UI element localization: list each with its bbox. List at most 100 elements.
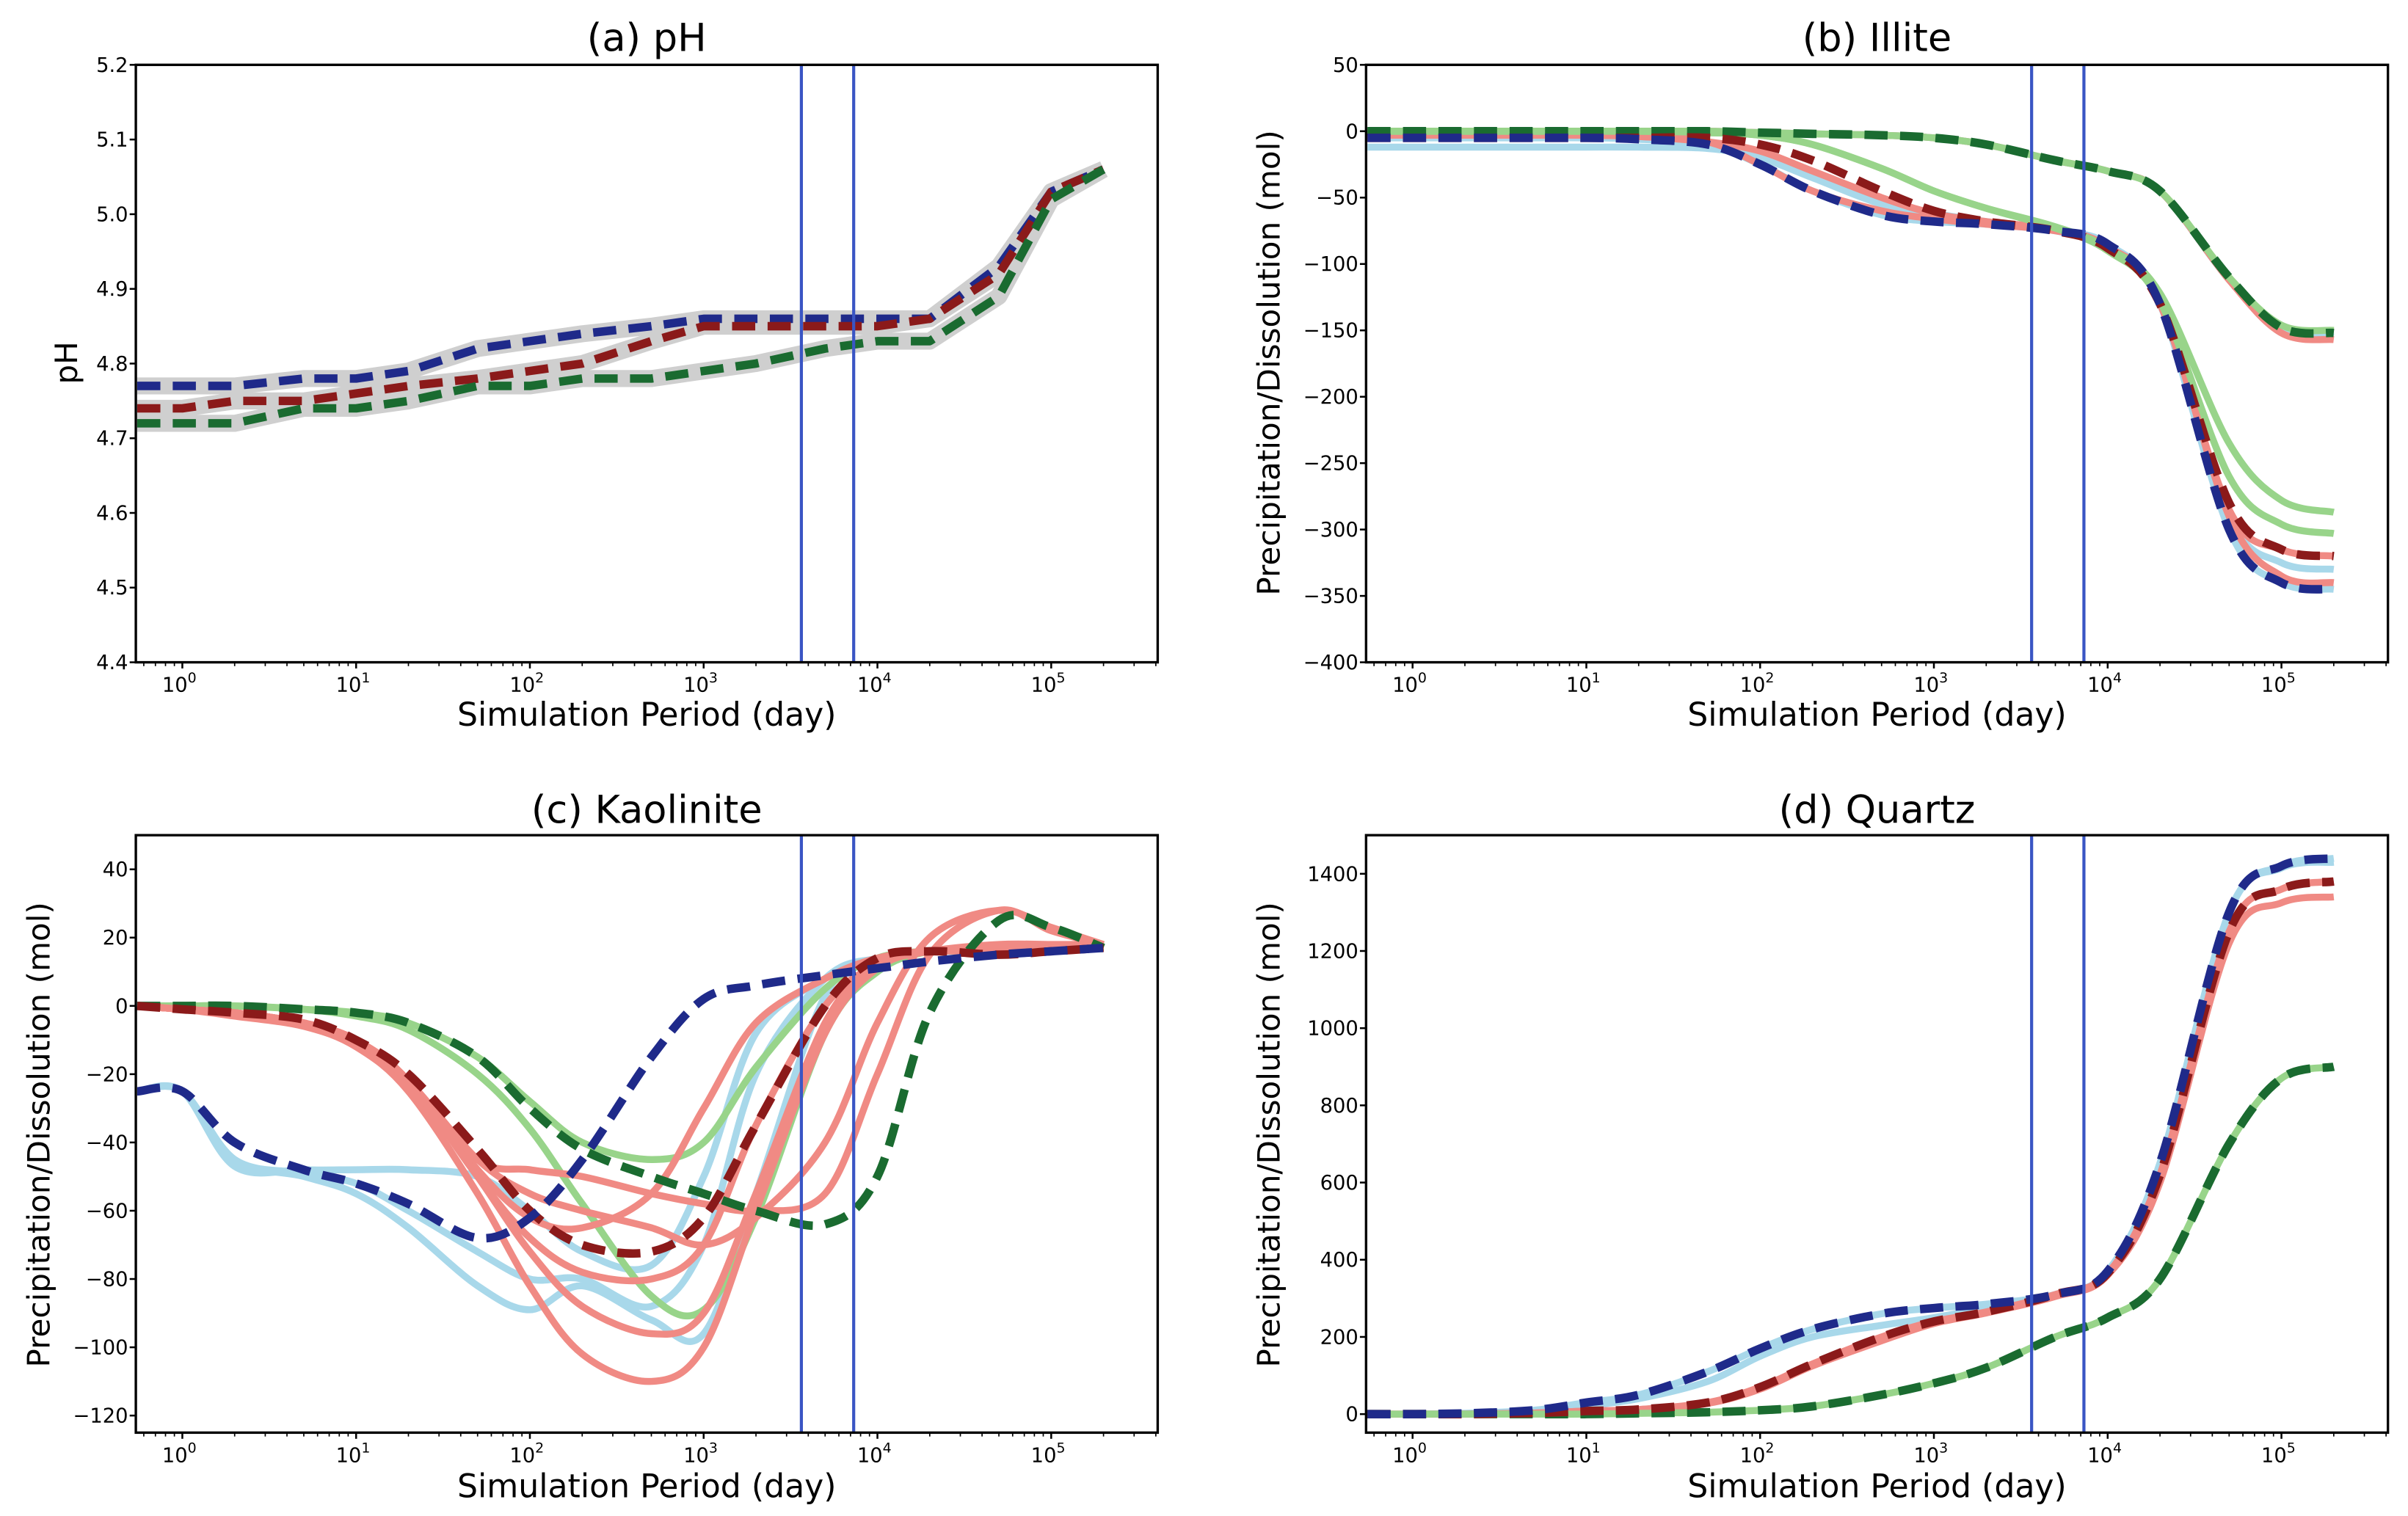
series-band-line [137, 944, 1104, 1320]
panel-title: (b) Illite [1803, 15, 1952, 60]
series-band-line [137, 940, 1104, 1285]
y-tick-label: 0 [115, 995, 128, 1018]
y-tick-label: −400 [1303, 652, 1358, 674]
series-dashed-line [137, 165, 1105, 413]
y-tick-label: 4.9 [96, 278, 128, 301]
y-tick-label: 5.1 [96, 129, 128, 152]
y-tick-label: −350 [1303, 586, 1358, 608]
series-dashed-line [137, 165, 1106, 428]
series-dashed-line [1367, 126, 2335, 338]
x-axis-label: Simulation Period (day) [1687, 696, 2067, 734]
y-tick-label: 1000 [1307, 1018, 1358, 1041]
series-band-line [137, 906, 1105, 1249]
axes-frame [1364, 834, 2390, 1435]
x-tick-label: 103 [683, 1440, 718, 1468]
y-tick-label: −150 [1303, 320, 1358, 343]
y-tick-label: −20 [86, 1063, 128, 1086]
y-tick-label: 4.8 [96, 353, 128, 376]
panel-c-kaolinite: (c) Kaolinite Simulation Period (day) Pr… [21, 787, 1160, 1506]
y-tick-label: −200 [1303, 386, 1358, 409]
series-band-line [1367, 128, 2335, 340]
axes-frame [134, 834, 1160, 1435]
plot-area [137, 161, 1108, 432]
x-tick-label: 105 [1031, 670, 1066, 697]
x-tick-label: 104 [857, 670, 892, 697]
y-tick-label: −80 [86, 1268, 128, 1291]
y-axis-label: pH [48, 341, 84, 384]
y-tick-label: −40 [86, 1131, 128, 1154]
y-tick-label: 40 [103, 859, 128, 881]
series-dashed-line [1367, 1063, 2335, 1419]
series-dashed-line [137, 943, 1104, 1243]
y-tick-label: 200 [1320, 1326, 1358, 1349]
x-tick-label: 101 [336, 670, 371, 697]
series-dashed-line [1367, 133, 2335, 594]
axes-frame [134, 63, 1160, 664]
y-axis-label: Precipitation/Dissolution (mol) [21, 902, 57, 1367]
x-tick-label: 100 [162, 1440, 197, 1468]
x-axis-label: Simulation Period (day) [1687, 1468, 2067, 1506]
y-tick-label: −100 [73, 1337, 128, 1360]
plot-area [1367, 126, 2335, 594]
y-tick-label: 20 [103, 927, 128, 950]
x-tick-label: 102 [509, 670, 544, 697]
y-tick-label: 400 [1320, 1249, 1358, 1272]
series-band-line [1367, 1063, 2335, 1418]
x-axis-label: Simulation Period (day) [457, 696, 837, 734]
y-axis-label: Precipitation/Dissolution (mol) [1251, 902, 1287, 1367]
y-tick-label: −250 [1303, 453, 1358, 475]
x-tick-label: 105 [2261, 670, 2296, 697]
y-tick-label: 5.2 [96, 54, 128, 77]
y-tick-label: 50 [1333, 54, 1358, 77]
x-tick-label: 101 [336, 1440, 371, 1468]
plot-area [1367, 853, 2335, 1419]
y-tick-label: 4.4 [96, 652, 128, 674]
y-tick-label: 5.0 [96, 203, 128, 226]
x-tick-label: 103 [1913, 670, 1948, 697]
x-tick-label: 102 [1740, 670, 1775, 697]
x-tick-label: 100 [162, 670, 197, 697]
y-tick-label: −120 [73, 1405, 128, 1428]
x-tick-label: 103 [683, 670, 718, 697]
panel-a-ph: (a) pH Simulation Period (day) pH 100 101… [48, 15, 1160, 734]
y-tick-label: 4.5 [96, 577, 128, 600]
x-tick-label: 104 [857, 1440, 892, 1468]
x-tick-label: 103 [1913, 1440, 1948, 1468]
x-tick-label: 100 [1392, 1440, 1427, 1468]
x-tick-label: 104 [2087, 670, 2122, 697]
x-tick-label: 101 [1566, 1440, 1601, 1468]
x-axis-label: Simulation Period (day) [457, 1468, 837, 1506]
panel-d-quartz: (d) Quartz Simulation Period (day) Preci… [1251, 787, 2390, 1506]
axes-frame [1364, 63, 2390, 664]
panel-b-illite: (b) Illite Simulation Period (day) Preci… [1251, 15, 2390, 734]
series-dashed-line [1367, 853, 2335, 1419]
panel-title: (a) pH [587, 15, 707, 60]
panel-title: (c) Kaolinite [531, 787, 763, 832]
y-tick-label: −50 [1316, 187, 1358, 210]
x-tick-label: 101 [1566, 670, 1601, 697]
x-tick-label: 105 [1031, 1440, 1066, 1468]
series-dashed-line [137, 911, 1105, 1231]
series-band-line [1367, 859, 2335, 1418]
series-band-line [1367, 128, 2335, 343]
y-tick-label: 600 [1320, 1172, 1358, 1195]
y-tick-label: −60 [86, 1200, 128, 1222]
y-axis-label: Precipitation/Dissolution (mol) [1251, 130, 1287, 595]
y-tick-label: 0 [1345, 120, 1358, 143]
series-band-line [1367, 878, 2335, 1418]
series-dashed-line [137, 165, 1105, 390]
y-tick-label: 4.7 [96, 428, 128, 451]
series-dashed-line [1367, 877, 2335, 1419]
y-tick-label: 1200 [1307, 940, 1358, 963]
y-tick-label: −100 [1303, 253, 1358, 276]
y-tick-label: 1400 [1307, 863, 1358, 886]
series-band-line [1367, 893, 2335, 1418]
x-tick-label: 102 [1740, 1440, 1775, 1468]
panel-title: (d) Quartz [1779, 787, 1976, 832]
x-tick-label: 105 [2261, 1440, 2296, 1468]
series-dashed-line [137, 943, 1104, 1258]
y-tick-label: 800 [1320, 1095, 1358, 1118]
series-band-line [137, 944, 1104, 1163]
x-tick-label: 104 [2087, 1440, 2122, 1468]
